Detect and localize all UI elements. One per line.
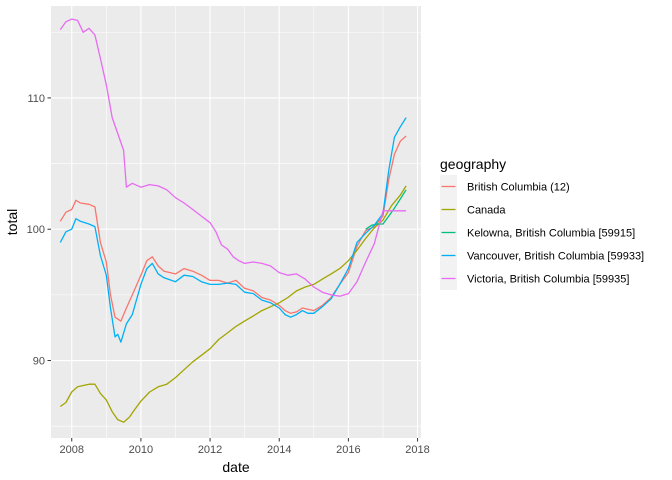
legend-label: Kelowna, British Columbia [59915]: [467, 228, 635, 240]
series-line: [365, 189, 407, 230]
legend-label: British Columbia (12): [467, 182, 570, 194]
legend-label: Vancouver, British Columbia [59933]: [467, 251, 644, 263]
x-tick-label: 2012: [198, 444, 222, 456]
series-layer: [59, 18, 407, 423]
x-tick-label: 2016: [336, 444, 360, 456]
x-tick-label: 2010: [129, 444, 153, 456]
y-axis: 90 100 110: [27, 93, 51, 368]
x-tick-label: 2018: [405, 444, 429, 456]
y-tick-label: 110: [27, 93, 45, 105]
legend-items: British Columbia (12) Canada Kelowna, Brit…: [440, 175, 644, 290]
y-tick-label: 100: [27, 224, 45, 236]
legend-label: Victoria, British Columbia [59935]: [467, 274, 629, 286]
minor-gridlines: [51, 6, 421, 438]
legend: geography British Columbia (12) Canada Kel…: [440, 156, 644, 290]
x-tick-label: 2014: [267, 444, 291, 456]
series-line: [59, 117, 407, 343]
x-axis-title: date: [222, 459, 249, 475]
y-axis-title: total: [4, 209, 20, 235]
legend-title: geography: [440, 156, 506, 172]
series-line: [59, 18, 407, 297]
plot-panel: [51, 6, 421, 438]
y-tick-label: 90: [33, 356, 45, 368]
series-line: [59, 135, 407, 322]
series-line: [59, 185, 407, 423]
legend-label: Canada: [467, 205, 506, 217]
x-axis: 2008 2010 2012 2014 2016 2018: [60, 438, 430, 456]
x-tick-label: 2008: [60, 444, 84, 456]
